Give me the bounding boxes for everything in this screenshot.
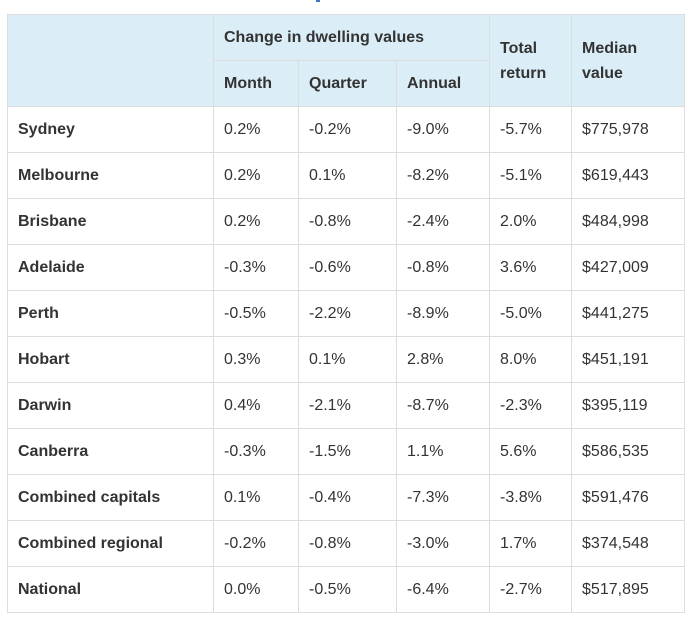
- month-cell: 0.2%: [213, 106, 299, 153]
- median-value-cell: $619,443: [571, 152, 686, 199]
- annual-cell: -8.7%: [395, 382, 491, 429]
- city-cell: Perth: [7, 290, 214, 337]
- table-body: Sydney 0.2% -0.2% -9.0% -5.7% $775,978 Melbour…: [7, 106, 686, 613]
- city-cell: Melbourne: [7, 152, 214, 199]
- annual-cell: -2.4%: [395, 198, 491, 245]
- city-cell: Sydney: [7, 106, 214, 153]
- header-median-line2: value: [582, 64, 623, 82]
- median-value-cell: $517,895: [571, 566, 686, 613]
- header-total-return-line2: return: [500, 64, 547, 82]
- table-header: Change in dwelling values Total return M…: [7, 14, 686, 107]
- table-row: Canberra -0.3% -1.5% 1.1% 5.6% $586,535: [7, 428, 686, 475]
- quarter-cell: -0.8%: [298, 520, 397, 567]
- table-row: Sydney 0.2% -0.2% -9.0% -5.7% $775,978: [7, 106, 686, 153]
- month-cell: -0.2%: [213, 520, 299, 567]
- median-value-cell: $451,191: [571, 336, 686, 383]
- median-value-cell: $427,009: [571, 244, 686, 291]
- header-change-group: Change in dwelling values: [212, 14, 491, 61]
- table-row: Perth -0.5% -2.2% -8.9% -5.0% $441,275: [7, 290, 686, 337]
- median-value-cell: $775,978: [571, 106, 686, 153]
- quarter-cell: -1.5%: [298, 428, 397, 475]
- month-cell: -0.5%: [213, 290, 299, 337]
- dwelling-values-table: Change in dwelling values Total return M…: [7, 14, 686, 613]
- annual-cell: -8.9%: [395, 290, 491, 337]
- table-row: Combined capitals 0.1% -0.4% -7.3% -3.8% $591…: [7, 474, 686, 521]
- quarter-cell: -2.2%: [298, 290, 397, 337]
- quarter-cell: -0.4%: [298, 474, 397, 521]
- city-cell: Brisbane: [7, 198, 214, 245]
- header-quarter: Quarter: [298, 60, 397, 107]
- table-row: National 0.0% -0.5% -6.4% -2.7% $517,895: [7, 566, 686, 613]
- header-median-value: Median value: [571, 14, 686, 107]
- month-cell: 0.4%: [213, 382, 299, 429]
- annual-cell: 2.8%: [395, 336, 491, 383]
- city-cell: Hobart: [7, 336, 214, 383]
- total-return-cell: -2.3%: [489, 382, 573, 429]
- month-cell: 0.0%: [213, 566, 299, 613]
- annual-cell: -3.0%: [395, 520, 491, 567]
- quarter-cell: -0.6%: [298, 244, 397, 291]
- quarter-cell: -0.2%: [298, 106, 397, 153]
- header-total-return: Total return: [489, 14, 573, 107]
- median-value-cell: $374,548: [571, 520, 686, 567]
- table-row: Brisbane 0.2% -0.8% -2.4% 2.0% $484,998: [7, 198, 686, 245]
- city-cell: Canberra: [7, 428, 214, 475]
- median-value-cell: $591,476: [571, 474, 686, 521]
- city-cell: Combined regional: [7, 520, 214, 567]
- header-total-return-line1: Total: [500, 39, 538, 57]
- total-return-cell: 2.0%: [489, 198, 573, 245]
- month-cell: -0.3%: [213, 428, 299, 475]
- header-month: Month: [213, 60, 299, 107]
- quarter-cell: 0.1%: [298, 152, 397, 199]
- city-cell: Darwin: [7, 382, 214, 429]
- month-cell: 0.2%: [213, 198, 299, 245]
- annual-cell: -0.8%: [395, 244, 491, 291]
- quarter-cell: -0.8%: [298, 198, 397, 245]
- total-return-cell: -2.7%: [489, 566, 573, 613]
- month-cell: 0.1%: [213, 474, 299, 521]
- annual-cell: -7.3%: [395, 474, 491, 521]
- header-median-line1: Median: [582, 39, 638, 57]
- median-value-cell: $484,998: [571, 198, 686, 245]
- median-value-cell: $395,119: [571, 382, 686, 429]
- total-return-cell: -5.1%: [489, 152, 573, 199]
- city-cell: National: [7, 566, 214, 613]
- annual-cell: 1.1%: [395, 428, 491, 475]
- total-return-cell: 8.0%: [489, 336, 573, 383]
- quarter-cell: -0.5%: [298, 566, 397, 613]
- total-return-cell: 5.6%: [489, 428, 573, 475]
- table-row: Melbourne 0.2% 0.1% -8.2% -5.1% $619,443: [7, 152, 686, 199]
- header-row-1: Change in dwelling values Total return M…: [7, 14, 686, 107]
- total-return-cell: -3.8%: [489, 474, 573, 521]
- city-cell: Combined capitals: [7, 474, 214, 521]
- median-value-cell: $586,535: [571, 428, 686, 475]
- annual-cell: -9.0%: [395, 106, 491, 153]
- total-return-cell: -5.0%: [489, 290, 573, 337]
- table-row: Combined regional -0.2% -0.8% -3.0% 1.7% $374…: [7, 520, 686, 567]
- top-accent-mark: [316, 0, 320, 2]
- annual-cell: -6.4%: [395, 566, 491, 613]
- month-cell: -0.3%: [213, 244, 299, 291]
- quarter-cell: -2.1%: [298, 382, 397, 429]
- city-cell: Adelaide: [7, 244, 214, 291]
- header-annual: Annual: [395, 60, 491, 107]
- total-return-cell: 1.7%: [489, 520, 573, 567]
- median-value-cell: $441,275: [571, 290, 686, 337]
- header-empty-cell: [7, 14, 214, 107]
- quarter-cell: 0.1%: [298, 336, 397, 383]
- table-row: Adelaide -0.3% -0.6% -0.8% 3.6% $427,009: [7, 244, 686, 291]
- month-cell: 0.3%: [213, 336, 299, 383]
- total-return-cell: -5.7%: [489, 106, 573, 153]
- table-row: Hobart 0.3% 0.1% 2.8% 8.0% $451,191: [7, 336, 686, 383]
- table-row: Darwin 0.4% -2.1% -8.7% -2.3% $395,119: [7, 382, 686, 429]
- month-cell: 0.2%: [213, 152, 299, 199]
- total-return-cell: 3.6%: [489, 244, 573, 291]
- header-row-2: Month Quarter Annual: [8, 60, 685, 107]
- annual-cell: -8.2%: [395, 152, 491, 199]
